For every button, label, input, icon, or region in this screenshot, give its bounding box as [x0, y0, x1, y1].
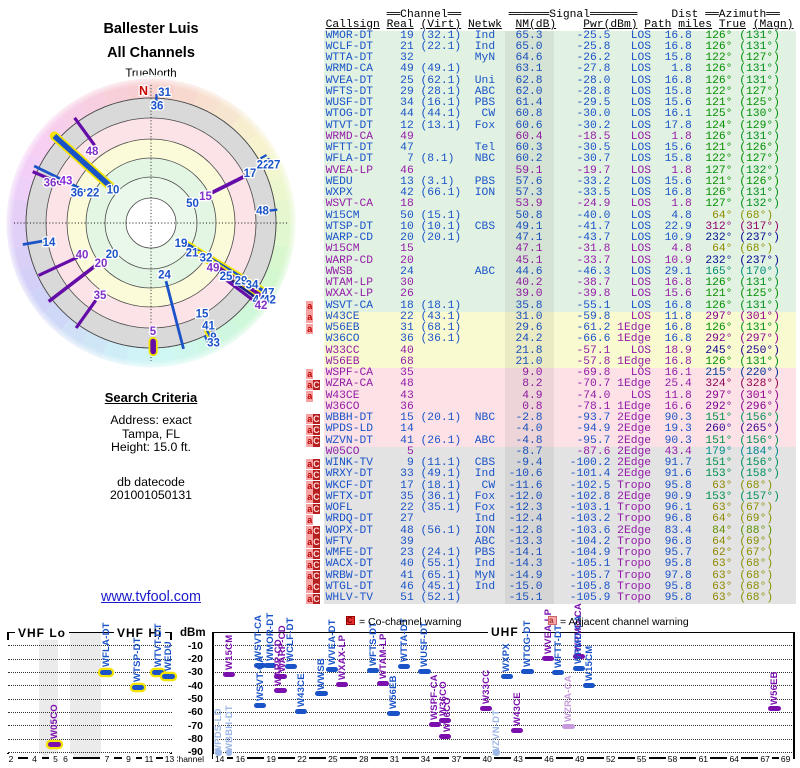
- svg-text:5: 5: [150, 326, 157, 338]
- svg-text:48: 48: [256, 206, 269, 218]
- svg-text:36: 36: [44, 178, 57, 190]
- svg-text:34: 34: [246, 280, 259, 292]
- svg-text:42: 42: [263, 295, 276, 307]
- svg-text:9: 9: [210, 332, 216, 344]
- svg-text:49: 49: [207, 263, 220, 275]
- svg-text:14: 14: [43, 237, 56, 249]
- svg-text:42: 42: [255, 300, 268, 312]
- svg-text:27: 27: [268, 160, 281, 172]
- svg-text:48: 48: [86, 146, 99, 158]
- svg-text:25: 25: [220, 271, 233, 283]
- svg-text:24: 24: [158, 270, 171, 282]
- svg-text:19: 19: [175, 238, 188, 250]
- svg-text:40: 40: [76, 250, 89, 262]
- svg-text:35: 35: [94, 290, 107, 302]
- svg-text:22: 22: [257, 160, 270, 172]
- svg-text:15: 15: [199, 191, 212, 203]
- svg-text:29: 29: [235, 276, 248, 288]
- svg-text:22: 22: [87, 188, 100, 200]
- svg-text:21: 21: [186, 248, 199, 260]
- svg-text:36: 36: [71, 188, 84, 200]
- svg-text:N: N: [139, 84, 148, 98]
- svg-text:20: 20: [106, 249, 119, 261]
- svg-text:32: 32: [200, 253, 213, 265]
- svg-text:50: 50: [186, 198, 199, 210]
- svg-text:17: 17: [244, 168, 257, 180]
- svg-text:10: 10: [107, 185, 120, 197]
- svg-text:31: 31: [158, 87, 171, 99]
- svg-text:15: 15: [196, 309, 209, 321]
- svg-text:44: 44: [253, 295, 266, 307]
- svg-text:43: 43: [60, 176, 73, 188]
- svg-text:36: 36: [151, 101, 164, 113]
- svg-text:33: 33: [207, 338, 220, 350]
- svg-text:41: 41: [202, 321, 215, 333]
- svg-text:20: 20: [95, 258, 108, 270]
- svg-text:47: 47: [262, 288, 275, 300]
